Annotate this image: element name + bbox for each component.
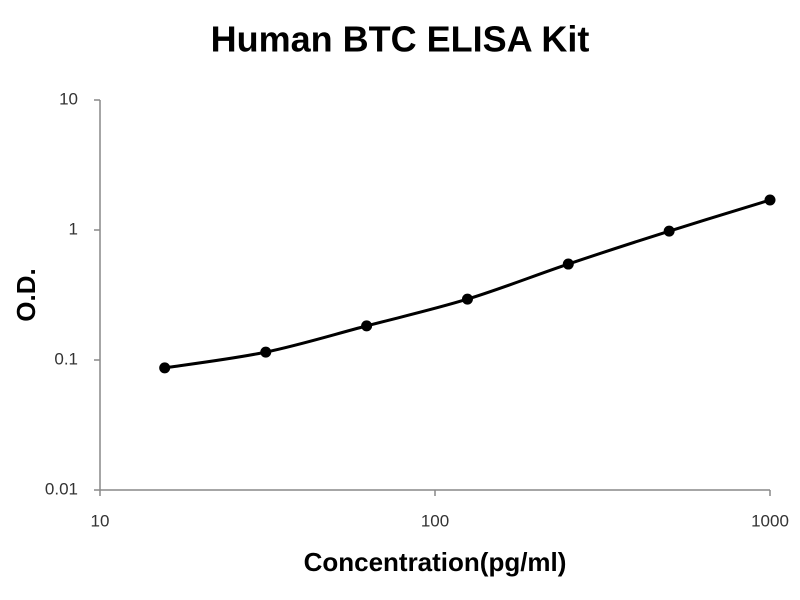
x-tick-label: 10 xyxy=(91,511,110,530)
chart-title: Human BTC ELISA Kit xyxy=(211,19,590,60)
point xyxy=(562,258,574,270)
y-tick-label: 10 xyxy=(59,89,78,108)
y-tick-label: 1 xyxy=(69,219,78,238)
point xyxy=(764,194,776,206)
x-axis-label: Concentration(pg/ml) xyxy=(304,547,567,577)
point xyxy=(461,293,473,305)
y-tick-label: 0.1 xyxy=(54,349,78,368)
y-axis-label: O.D. xyxy=(11,268,41,321)
point xyxy=(663,225,675,237)
point xyxy=(361,320,373,332)
x-tick-label: 100 xyxy=(421,511,449,530)
x-tick-label: 1000 xyxy=(751,511,789,530)
curve xyxy=(164,198,771,370)
y-tick-label: 0.01 xyxy=(45,479,78,498)
point xyxy=(260,346,272,358)
point xyxy=(159,362,171,374)
